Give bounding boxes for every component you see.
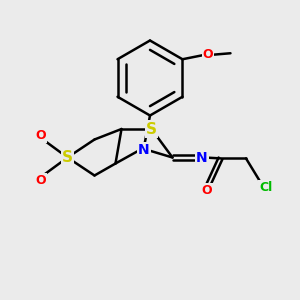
- Text: O: O: [203, 48, 213, 61]
- Text: O: O: [202, 184, 212, 197]
- Text: N: N: [138, 143, 150, 157]
- Text: O: O: [35, 128, 46, 142]
- Text: S: S: [146, 122, 157, 136]
- Text: O: O: [35, 173, 46, 187]
- Text: N: N: [196, 151, 207, 164]
- Text: S: S: [62, 150, 73, 165]
- Text: Cl: Cl: [259, 181, 272, 194]
